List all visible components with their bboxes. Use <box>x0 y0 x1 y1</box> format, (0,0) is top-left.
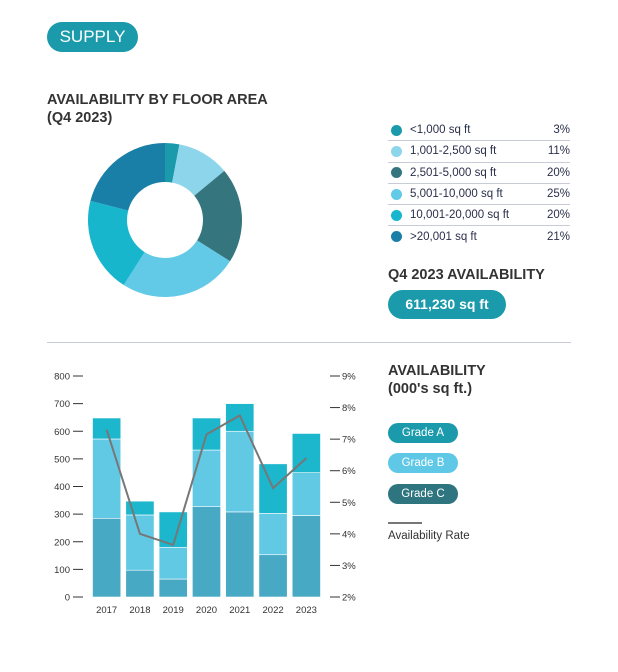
donut-legend: <1,000 sq ft 3% 1,001-2,500 sq ft 11% 2,501-… <box>388 120 570 247</box>
legend-value: 25% <box>546 188 570 201</box>
legend-value: 20% <box>546 166 570 179</box>
x-tick-label: 2022 <box>263 605 284 616</box>
donut-slice <box>90 143 165 211</box>
y-tick-label: 800 <box>54 372 70 383</box>
y2-tick-label: 3% <box>342 561 356 572</box>
donut-slice <box>194 170 242 262</box>
bar-segment <box>158 546 188 580</box>
bar-segment <box>125 514 155 571</box>
legend-availability-rate: Availability Rate <box>388 530 470 542</box>
legend-grade-b: Grade B <box>388 453 458 473</box>
availability-rate-line <box>105 414 308 547</box>
x-tick-label: 2019 <box>163 605 184 616</box>
bar-subtitle: (000's sq ft.) <box>388 381 473 397</box>
y2-tick-label: 9% <box>342 372 356 383</box>
legend-dot-icon <box>391 188 402 200</box>
section-badge: SUPPLY <box>47 22 138 52</box>
donut-chart <box>88 143 242 297</box>
x-tick-label: 2018 <box>129 605 150 616</box>
y2-tick-label: 7% <box>342 435 356 446</box>
donut-title-text: AVAILABILITY BY FLOOR AREA <box>47 92 268 108</box>
legend-label: 2,501-5,000 sq ft <box>410 166 497 179</box>
bar-segment <box>192 506 221 598</box>
bar-segment <box>225 511 255 598</box>
bar-segment <box>125 569 155 598</box>
donut-subtitle: (Q4 2023) <box>47 110 113 126</box>
legend-label: 10,001-20,000 sq ft <box>410 209 510 222</box>
y-tick-label: 200 <box>54 537 70 548</box>
bar-segment <box>258 554 288 598</box>
legend-item: 1,001-2,500 sq ft 11% <box>388 141 570 163</box>
q4-value-badge: 611,230 sq ft <box>388 290 506 319</box>
legend-item: 5,001-10,000 sq ft 25% <box>388 184 570 206</box>
bar-segment <box>158 578 188 598</box>
bar-title: AVAILABILITY (000's sq ft.) <box>388 362 486 398</box>
divider <box>47 342 571 343</box>
bar-segment <box>192 449 221 507</box>
x-tick-label: 2017 <box>96 605 117 616</box>
legend-label: 5,001-10,000 sq ft <box>410 188 503 201</box>
bar-segment <box>291 515 321 598</box>
y-tick-label: 100 <box>54 565 70 576</box>
donut-slice <box>88 200 145 286</box>
y2-tick-label: 6% <box>342 466 356 477</box>
y2-tick-label: 2% <box>342 593 356 604</box>
legend-item: 10,001-20,000 sq ft 20% <box>388 205 570 227</box>
bar-title-text: AVAILABILITY <box>388 363 486 379</box>
y2-tick-label: 4% <box>342 529 356 540</box>
bar-segment <box>92 438 122 519</box>
y-tick-label: 0 <box>65 593 70 604</box>
y-tick-label: 600 <box>54 427 70 438</box>
donut-slice <box>165 143 180 183</box>
y-tick-label: 400 <box>54 482 70 493</box>
legend-value: 21% <box>546 230 570 243</box>
legend-dot-icon <box>391 167 402 179</box>
bar-segment <box>258 512 288 556</box>
legend-grade-a: Grade A <box>388 423 458 443</box>
legend-dot-icon <box>391 145 402 157</box>
donut-title: AVAILABILITY BY FLOOR AREA (Q4 2023) <box>47 91 268 127</box>
legend-line-swatch <box>388 522 422 524</box>
x-tick-label: 2021 <box>229 605 250 616</box>
legend-dot-icon <box>391 231 402 243</box>
bar-segment <box>92 417 122 440</box>
x-tick-label: 2020 <box>196 605 217 616</box>
legend-label: <1,000 sq ft <box>410 124 471 137</box>
y-tick-label: 500 <box>54 454 70 465</box>
y-tick-label: 700 <box>54 399 70 410</box>
legend-dot-icon <box>391 124 402 136</box>
legend-item: <1,000 sq ft 3% <box>388 120 570 142</box>
bar-chart: 0 100 200 300 400 500 600 700 800 2% 3% 4% 5% 6% 7% 8% 9… <box>54 372 356 617</box>
legend-item: >20,001 sq ft 21% <box>388 226 570 246</box>
legend-item: 2,501-5,000 sq ft 20% <box>388 163 570 184</box>
y2-tick-label: 5% <box>342 498 356 509</box>
legend-value: 3% <box>553 124 570 137</box>
x-tick-label: 2023 <box>296 605 317 616</box>
legend-value: 20% <box>546 209 570 222</box>
donut-slice <box>123 240 231 297</box>
bar-segment <box>225 430 255 513</box>
bar-segment <box>92 517 122 598</box>
legend-value: 11% <box>547 145 570 158</box>
bar-segment <box>291 472 321 516</box>
y-tick-label: 300 <box>54 510 70 521</box>
legend-label: >20,001 sq ft <box>410 230 477 243</box>
y2-tick-label: 8% <box>342 403 356 414</box>
legend-grade-c: Grade C <box>388 484 458 504</box>
q4-title: Q4 2023 AVAILABILITY <box>388 267 545 283</box>
donut-slice <box>172 144 225 196</box>
legend-label: 1,001-2,500 sq ft <box>410 145 497 158</box>
legend-dot-icon <box>391 209 402 221</box>
